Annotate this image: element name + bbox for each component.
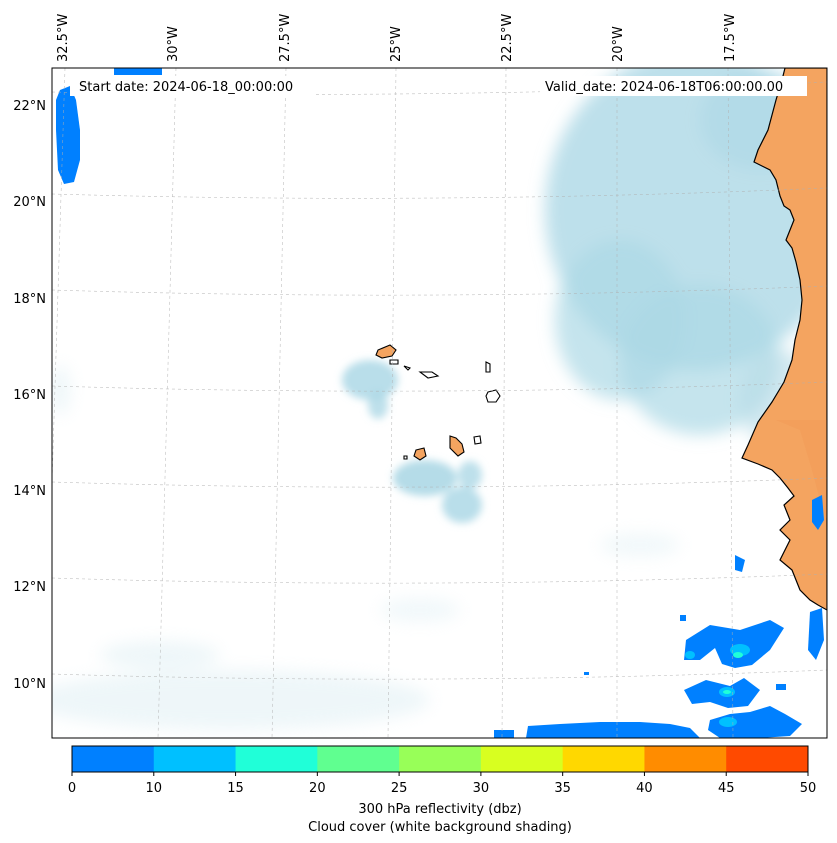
- colorbar-swatch: [235, 746, 318, 772]
- colorbar-sublabel: Cloud cover (white background shading): [308, 820, 572, 835]
- colorbar-swatch: [317, 746, 400, 772]
- lon-label: 17.5°W: [723, 14, 738, 62]
- map-frame: [51, 67, 828, 739]
- colorbar-tick-label: 40: [636, 781, 653, 796]
- colorbar-tick-label: 0: [68, 781, 76, 796]
- colorbar-swatch: [644, 746, 727, 772]
- lat-label: 12°N: [13, 580, 46, 595]
- colorbar-tick-label: 10: [146, 781, 163, 796]
- latitude-labels: 22°N 20°N 18°N 16°N 14°N 12°N 10°N: [13, 99, 46, 692]
- island-cloud-plumes: [342, 360, 482, 523]
- lat-label: 14°N: [13, 484, 46, 499]
- lat-label: 18°N: [13, 292, 46, 307]
- colorbar-frame: [71, 745, 809, 773]
- lon-label: 30°W: [166, 26, 181, 62]
- lat-label: 16°N: [13, 388, 46, 403]
- start-date-label: Start date: 2024-06-18_00:00:00: [79, 80, 293, 95]
- gridlines: [52, 68, 827, 738]
- colorbar-label: 300 hPa reflectivity (dbz): [358, 802, 521, 817]
- longitude-labels: 32.5°W 30°W 27.5°W 25°W 22.5°W 20°W 17.5…: [56, 14, 738, 62]
- colorbar-tick-label: 50: [800, 781, 817, 796]
- cape-verde-islands: [375, 344, 501, 461]
- lon-label: 25°W: [389, 26, 404, 62]
- start-date-box: [70, 76, 316, 96]
- colorbar-swatch: [726, 746, 809, 772]
- colorbar-tick-label: 30: [473, 781, 490, 796]
- valid-date-box: [540, 76, 807, 96]
- lat-label: 10°N: [13, 677, 46, 692]
- colorbar-swatch: [399, 746, 482, 772]
- colorbar-swatch: [72, 746, 155, 772]
- lon-label: 20°W: [611, 26, 626, 62]
- cloud-mass: [545, 68, 827, 450]
- valid-date-label: Valid_date: 2024-06-18T06:00:00.00: [545, 80, 783, 95]
- lat-label: 20°N: [13, 195, 46, 210]
- lon-label: 32.5°W: [56, 14, 71, 62]
- faint-cloud-shading: [52, 365, 680, 730]
- lat-label: 22°N: [13, 99, 46, 114]
- colorbar-swatches: [72, 746, 809, 772]
- colorbar-tick-label: 15: [227, 781, 244, 796]
- colorbar-tick-label: 25: [391, 781, 408, 796]
- lon-label: 27.5°W: [278, 14, 293, 62]
- colorbar-swatch: [562, 746, 645, 772]
- colorbar-tick-label: 45: [718, 781, 735, 796]
- africa-coast: [741, 68, 827, 611]
- lon-label: 22.5°W: [500, 14, 515, 62]
- colorbar-tick-label: 35: [554, 781, 571, 796]
- colorbar-swatch: [480, 746, 564, 772]
- colorbar-tick-label: 20: [309, 781, 326, 796]
- map-area: [52, 68, 827, 738]
- colorbar-swatch: [153, 746, 237, 772]
- colorbar: 0 10 15 20 25 30 35 40 45 50 300 hPa reflectivity…: [68, 745, 816, 835]
- colorbar-ticks: 0 10 15 20 25 30 35 40 45 50: [68, 772, 816, 796]
